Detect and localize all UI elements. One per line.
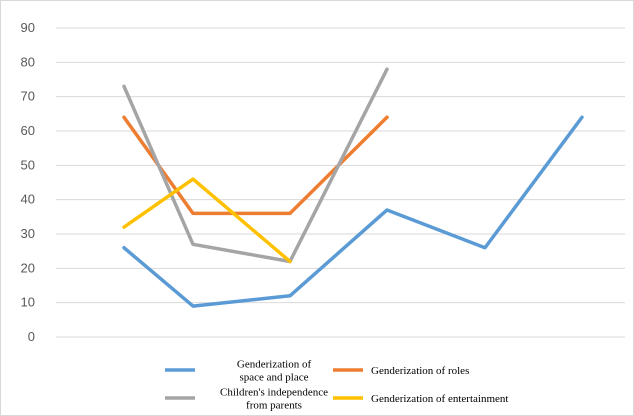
y-tick-label-40: 40 — [21, 192, 35, 207]
series-line-1 — [122, 115, 584, 308]
legend-label-1: Genderization of space and place — [237, 359, 312, 384]
y-tick-label-30: 30 — [21, 226, 35, 241]
y-tick-label-10: 10 — [21, 295, 35, 310]
legend: Genderization of space and place Genderiza… — [165, 359, 508, 412]
series-line-4 — [122, 177, 292, 264]
y-tick-label-60: 60 — [21, 123, 35, 138]
legend-label-4: Genderization of entertainment — [371, 393, 508, 405]
y-tick-label-70: 70 — [21, 89, 35, 104]
y-axis-tick-labels: 0 10 20 30 40 50 60 70 80 90 — [21, 20, 35, 344]
series-line-3 — [122, 67, 389, 264]
legend-label-2: Genderization of roles — [371, 365, 469, 377]
gridlines — [56, 27, 625, 338]
series-lines — [122, 67, 584, 308]
y-tick-label-0: 0 — [28, 329, 35, 344]
y-tick-label-80: 80 — [21, 54, 35, 69]
y-tick-label-90: 90 — [21, 20, 35, 35]
y-tick-label-20: 20 — [21, 260, 35, 275]
y-tick-label-50: 50 — [21, 157, 35, 172]
legend-label-3: Children's independence from parents — [220, 387, 328, 412]
